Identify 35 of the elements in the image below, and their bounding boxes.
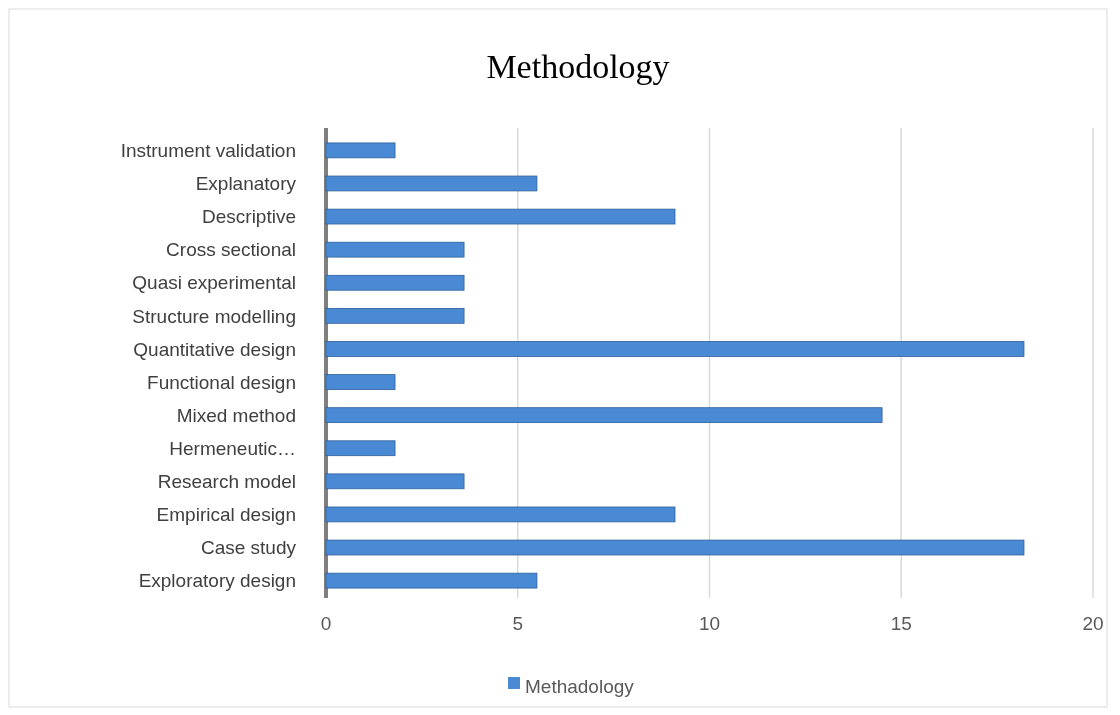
y-tick-label: Descriptive (202, 206, 296, 228)
bar (325, 142, 396, 159)
x-tick-label: 20 (1082, 613, 1104, 634)
chart-title: Methodology (486, 48, 670, 85)
x-tick-label: 15 (890, 613, 912, 634)
y-tick-label: Case study (200, 537, 297, 559)
bar (325, 473, 465, 490)
y-tick-label: Hermeneutic… (169, 437, 296, 459)
x-tick-label: 0 (320, 613, 332, 634)
y-tick-label: Instrument validation (120, 140, 296, 162)
bar (325, 341, 1025, 357)
legend-label: Methadology (525, 675, 635, 697)
bar (325, 407, 883, 423)
bar (325, 506, 676, 523)
bar (325, 572, 538, 589)
y-tick-label: Mixed method (176, 404, 296, 426)
bar (325, 308, 465, 324)
y-tick-label: Quasi experimental (132, 272, 296, 294)
y-tick-label: Exploratory design (138, 570, 296, 592)
y-tick-label: Explanatory (195, 173, 297, 195)
bar (325, 539, 1025, 556)
y-tick-label: Quantitative design (133, 338, 296, 360)
bar (325, 374, 396, 390)
bar (325, 241, 465, 258)
bar (325, 175, 538, 192)
y-tick-label: Research model (157, 470, 296, 492)
y-tick-label: Cross sectional (166, 239, 296, 261)
bar (325, 440, 396, 457)
bar (325, 274, 465, 291)
x-tick-label: 5 (512, 613, 524, 634)
y-tick-label: Structure modelling (132, 305, 296, 327)
y-tick-label: Functional design (147, 371, 296, 393)
x-tick-label: 10 (698, 613, 721, 634)
bar (325, 208, 676, 225)
y-tick-label: Empirical design (156, 504, 296, 526)
